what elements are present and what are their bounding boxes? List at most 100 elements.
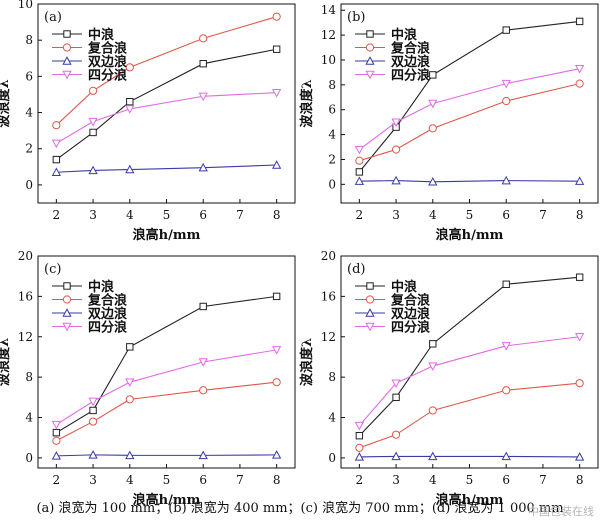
data-point (125, 395, 134, 404)
data-point (88, 86, 98, 95)
legend-marker (62, 295, 72, 304)
data-point (428, 406, 437, 415)
data-point (501, 175, 511, 185)
x-tick-label: 6 (502, 473, 510, 487)
x-axis-label: 浪高h/mm (436, 492, 504, 508)
data-point (502, 96, 511, 106)
y-tick-label: 0 (328, 451, 336, 465)
x-tick-label: 2 (356, 208, 364, 222)
y-tick-label: 0 (25, 451, 33, 465)
figure-caption: (a) 浪宽为 100 mm；(b) 浪宽为 400 mm；(c) 浪宽为 70… (36, 501, 564, 516)
x-tick-label: 3 (392, 473, 400, 487)
legend-label: 双边浪 (391, 54, 430, 70)
data-point (126, 97, 134, 106)
data-point (89, 406, 97, 415)
x-tick-label: 8 (273, 473, 281, 487)
data-point (199, 386, 208, 395)
data-point (502, 280, 510, 288)
series-line-3 (359, 180, 580, 183)
data-point (428, 362, 438, 371)
data-point (391, 430, 401, 439)
data-point (272, 346, 282, 355)
data-point (272, 450, 282, 459)
x-tick-label: 2 (53, 473, 61, 487)
legend-label: 复合浪 (390, 41, 430, 57)
data-point (354, 421, 364, 431)
data-point (428, 177, 438, 186)
legend-label: 双边浪 (88, 306, 127, 322)
legend-marker (365, 56, 375, 65)
y-tick-label: 20 (321, 249, 336, 263)
y-tick-label: 6 (328, 103, 336, 117)
x-tick-label: 5 (163, 473, 171, 487)
data-point (429, 340, 437, 348)
data-point (125, 105, 135, 114)
legend-marker (62, 56, 72, 65)
panel-label: (b) (347, 10, 365, 25)
data-point (355, 431, 364, 440)
plot-frame (37, 255, 296, 469)
x-tick-label: 7 (236, 208, 244, 222)
data-point (125, 63, 134, 72)
y-axis-label: 波浪度λ (0, 338, 12, 386)
legend-entry: 双边浪 (52, 306, 127, 322)
data-point (272, 292, 281, 301)
data-point (502, 26, 510, 34)
data-point (88, 117, 98, 127)
legend-label: 四分浪 (391, 320, 430, 336)
data-point (125, 450, 135, 460)
y-tick-label: 4 (25, 411, 33, 425)
legend-entry: 中浪 (355, 27, 417, 43)
legend-label: 复合浪 (87, 41, 127, 57)
x-tick-label: 3 (392, 208, 400, 222)
data-point (52, 436, 61, 445)
data-point (502, 386, 511, 395)
panel-label: (c) (44, 262, 61, 277)
y-tick-label: 4 (25, 106, 33, 120)
data-point (88, 417, 98, 426)
legend-marker (62, 308, 72, 317)
legend-marker (62, 70, 72, 80)
x-tick-label: 6 (199, 208, 207, 222)
data-point (272, 378, 281, 387)
data-point (575, 273, 584, 281)
y-tick-label: 8 (25, 370, 33, 384)
legend-entry: 复合浪 (355, 293, 430, 309)
data-point (575, 64, 585, 74)
data-point (428, 124, 437, 133)
y-tick-label: 12 (321, 330, 336, 344)
y-tick-label: 16 (321, 289, 336, 303)
legend-label: 复合浪 (87, 293, 127, 309)
series-line-3 (359, 455, 580, 458)
data-point (391, 379, 401, 389)
x-tick-label: 2 (53, 208, 61, 222)
legend-marker (365, 308, 375, 317)
y-tick-label: 2 (328, 152, 336, 166)
panel-label: (a) (44, 10, 62, 25)
legend-marker (365, 322, 375, 332)
legend-entry: 复合浪 (355, 41, 430, 57)
data-point (354, 452, 364, 461)
y-tick-label: 16 (18, 289, 33, 303)
legend-entry: 中浪 (52, 279, 114, 295)
x-tick-label: 6 (199, 473, 207, 487)
y-tick-label: 20 (18, 249, 33, 263)
data-point (355, 443, 364, 452)
x-tick-label: 4 (429, 473, 437, 487)
y-tick-label: 8 (25, 33, 33, 47)
y-tick-label: 14 (321, 3, 337, 17)
data-point (51, 167, 61, 176)
legend-marker (62, 322, 72, 332)
y-tick-label: 12 (321, 28, 336, 42)
y-axis-label: 波浪度λ (0, 79, 12, 127)
data-point (355, 168, 364, 176)
data-point (88, 450, 98, 459)
x-axis-label: 浪高h/mm (436, 227, 504, 243)
plot-frame (340, 255, 599, 469)
x-tick-label: 7 (539, 473, 547, 487)
data-point (354, 145, 364, 155)
data-point (272, 12, 281, 21)
data-point (198, 162, 208, 172)
legend-entry: 双边浪 (355, 306, 430, 322)
